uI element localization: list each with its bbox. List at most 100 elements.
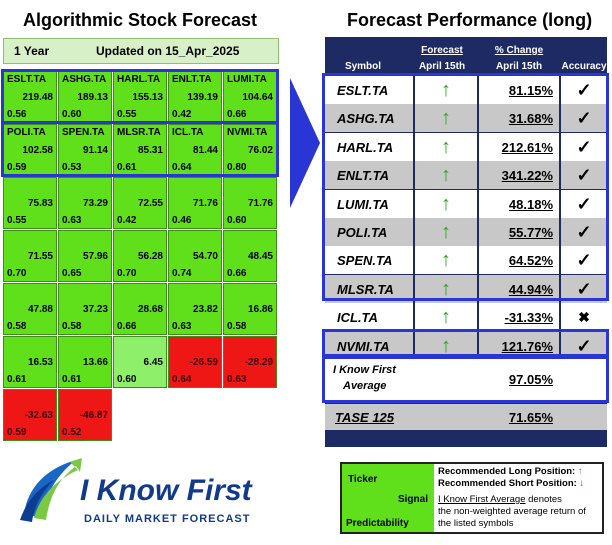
check-icon: ✓ xyxy=(561,275,607,303)
heatmap-row: 47.88 0.58 37.23 0.58 28.68 0.66 23.82 0.63 16.8… xyxy=(3,283,279,335)
legend-average-link[interactable]: I Know First Average xyxy=(438,494,526,505)
legend-avg-note-2: the non-weighted average return of xyxy=(438,506,586,517)
ticker-label: ESLT.TA xyxy=(7,74,47,85)
signal-value: 91.14 xyxy=(82,145,108,156)
predictability-value: 0.42 xyxy=(117,215,137,226)
legend-ticker: Ticker xyxy=(348,474,378,485)
signal-value: 104.64 xyxy=(242,92,273,103)
up-arrow-icon: ↑ xyxy=(441,79,451,101)
up-arrow-icon: ↑ xyxy=(441,335,451,357)
predictability-value: 0.64 xyxy=(172,374,192,385)
signal-value: 139.19 xyxy=(187,92,218,103)
row-forecast-cell: ↑ xyxy=(415,133,477,161)
average-value: 97.05% xyxy=(479,358,559,400)
row-forecast-cell: ↑ xyxy=(415,104,477,132)
performance-row: ASHG.TA ↑ 31.68% ✓ xyxy=(325,104,607,132)
row-symbol: NVMI.TA xyxy=(325,332,413,360)
logo-swoosh-icon xyxy=(20,458,82,522)
predictability-value: 0.66 xyxy=(227,268,247,279)
heatmap-cell: ESLT.TA 219.48 0.56 xyxy=(3,71,57,123)
predictability-value: 0.80 xyxy=(227,162,247,173)
predictability-value: 0.53 xyxy=(62,162,82,173)
signal-value: 155.13 xyxy=(132,92,163,103)
predictability-value: 0.58 xyxy=(227,321,247,332)
predictability-value: 0.61 xyxy=(117,162,137,173)
predictability-value: 0.63 xyxy=(227,374,247,385)
signal-value: -46.87 xyxy=(79,410,108,421)
up-arrow-icon: ↑ xyxy=(441,193,451,215)
predictability-value: 0.56 xyxy=(7,109,27,120)
heatmap-row: ESLT.TA 219.48 0.56 ASHG.TA 189.13 0.60 HARL.T… xyxy=(3,71,279,123)
signal-value: 85.31 xyxy=(137,145,163,156)
col-header-change-date: April 15th xyxy=(495,61,543,72)
row-symbol: ENLT.TA xyxy=(325,161,413,189)
signal-value: 81.44 xyxy=(192,145,218,156)
heatmap-row: -32.63 0.59 -46.87 0.52 xyxy=(3,389,279,441)
row-forecast-cell: ↑ xyxy=(415,303,477,331)
signal-value: 16.86 xyxy=(247,304,273,315)
signal-value: 57.96 xyxy=(82,251,108,262)
legend-predictability: Predictability xyxy=(346,518,409,529)
predictability-value: 0.65 xyxy=(62,268,82,279)
predictability-value: 0.61 xyxy=(62,374,82,385)
predictability-value: 0.59 xyxy=(7,427,27,438)
legend-sample-cell: Ticker Signal Predictability xyxy=(342,464,434,532)
row-symbol: ESLT.TA xyxy=(325,76,413,104)
short-arrow-icon: ↓ xyxy=(579,478,585,489)
heatmap-cell: 56.28 0.70 xyxy=(113,230,167,282)
average-label-line1: I Know First xyxy=(333,364,396,376)
predictability-value: 0.46 xyxy=(172,215,192,226)
brand-logo: I Know First DAILY MARKET FORECAST xyxy=(18,456,252,531)
predictability-value: 0.66 xyxy=(227,109,247,120)
col-header-symbol: Symbol xyxy=(344,61,382,72)
benchmark-row: TASE 125 71.65% xyxy=(325,404,607,430)
row-symbol: HARL.TA xyxy=(325,133,413,161)
performance-row: ESLT.TA ↑ 81.15% ✓ xyxy=(325,76,607,104)
legend-long-text: Recommended Long Position: xyxy=(438,466,576,477)
heatmap-cell: ENLT.TA 139.19 0.42 xyxy=(168,71,222,123)
predictability-value: 0.63 xyxy=(62,215,82,226)
check-icon: ✓ xyxy=(561,246,607,274)
predictability-value: 0.70 xyxy=(117,268,137,279)
predictability-value: 0.63 xyxy=(172,321,192,332)
heatmap-cell: -26.59 0.64 xyxy=(168,336,222,388)
performance-row: SPEN.TA ↑ 64.52% ✓ xyxy=(325,246,607,274)
ticker-label: ICL.TA xyxy=(172,127,204,138)
row-forecast-cell: ↑ xyxy=(415,190,477,218)
heatmap-cell: 47.88 0.58 xyxy=(3,283,57,335)
predictability-value: 0.64 xyxy=(172,162,192,173)
up-arrow-icon: ↑ xyxy=(441,278,451,300)
row-forecast-cell: ↑ xyxy=(415,246,477,274)
signal-value: 72.55 xyxy=(137,198,163,209)
signal-value: 13.66 xyxy=(82,357,108,368)
performance-row: NVMI.TA ↑ 121.76% ✓ xyxy=(325,332,607,360)
signal-value: -28.29 xyxy=(244,357,273,368)
heatmap-cell: 16.86 0.58 xyxy=(223,283,277,335)
heatmap-row: 71.55 0.70 57.96 0.65 56.28 0.70 54.70 0.74 48.4… xyxy=(3,230,279,282)
check-icon: ✓ xyxy=(561,190,607,218)
right-panel-title: Forecast Performance (long) xyxy=(347,10,593,30)
row-change: -31.33% xyxy=(479,303,559,331)
forecast-header: 1 Year Updated on 15_Apr_2025 xyxy=(3,38,279,64)
benchmark-accuracy-cell xyxy=(561,404,607,430)
predictability-value: 0.42 xyxy=(172,109,192,120)
signal-value: 37.23 xyxy=(82,304,108,315)
predictability-value: 0.55 xyxy=(7,215,27,226)
row-change: 81.15% xyxy=(479,76,559,104)
heatmap-cell: 73.29 0.63 xyxy=(58,177,112,229)
heatmap-cell: 16.53 0.61 xyxy=(3,336,57,388)
benchmark-forecast-cell xyxy=(415,404,477,430)
row-forecast-cell: ↑ xyxy=(415,161,477,189)
row-forecast-cell: ↑ xyxy=(415,218,477,246)
row-change: 55.77% xyxy=(479,218,559,246)
updated-label: Updated on 15_Apr_2025 xyxy=(96,44,240,58)
up-arrow-icon: ↑ xyxy=(441,164,451,186)
heatmap-cell: 54.70 0.74 xyxy=(168,230,222,282)
heatmap-cell: 57.96 0.65 xyxy=(58,230,112,282)
performance-row: LUMI.TA ↑ 48.18% ✓ xyxy=(325,190,607,218)
heatmap-cell: 75.83 0.55 xyxy=(3,177,57,229)
heatmap-cell: 37.23 0.58 xyxy=(58,283,112,335)
check-icon: ✓ xyxy=(561,76,607,104)
signal-value: 28.68 xyxy=(137,304,163,315)
heatmap-cell: -28.29 0.63 xyxy=(223,336,277,388)
